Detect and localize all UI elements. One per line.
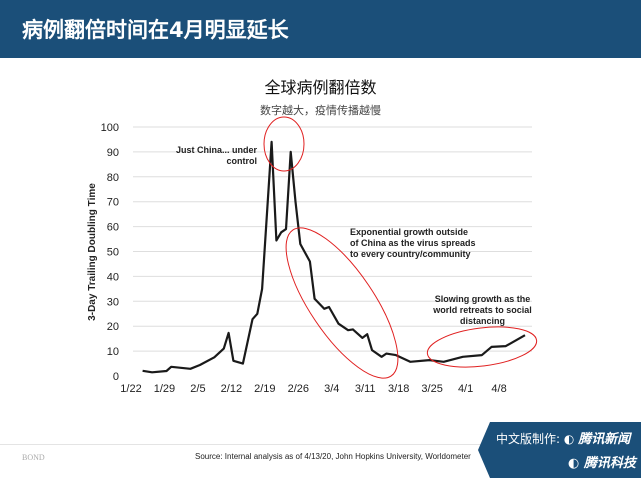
y-tick-label: 20 — [107, 321, 119, 333]
y-axis-label: 3-Day Trailing Doubling Time — [87, 183, 98, 321]
source-note: Source: Internal analysis as of 4/13/20,… — [195, 452, 471, 461]
brand-line: ◐ 腾讯科技 — [568, 452, 636, 471]
annotation-slowing: Slowing growth as the world retreats to … — [425, 294, 540, 327]
x-tick-label: 2/26 — [288, 383, 309, 395]
y-tick-label: 50 — [107, 247, 119, 259]
chart-subtitle: 数字越大，疫情传播越慢 — [260, 104, 381, 117]
annotation-line: control — [226, 156, 258, 166]
annotation-ellipse — [263, 116, 305, 172]
y-tick-label: 90 — [107, 147, 119, 159]
y-tick-label: 80 — [107, 172, 119, 184]
x-tick-label: 3/11 — [355, 383, 376, 395]
page-title: 病例翻倍时间在4月明显延长 — [22, 18, 289, 42]
y-tick-label: 100 — [101, 122, 119, 134]
annotation-china: Just China... under control — [150, 145, 257, 167]
x-tick-label: 3/4 — [324, 383, 339, 395]
bond-logo: BOND — [22, 453, 45, 462]
x-tick-label: 3/18 — [388, 383, 409, 395]
annotation-line: Just China... under — [175, 145, 257, 155]
credit-badge — [478, 422, 641, 478]
annotation-line: world retreats to social — [433, 305, 532, 315]
annotation-ellipse — [285, 227, 399, 379]
y-tick-label: 40 — [107, 271, 119, 283]
chart-title: 全球病例翻倍数 — [264, 78, 377, 97]
annotation-exponential: Exponential growth outside of China as t… — [350, 227, 476, 260]
brand-logo-icon: ◐ — [568, 456, 580, 471]
x-tick-label: 4/1 — [458, 383, 473, 395]
annotation-line: of China as the virus spreads — [350, 238, 476, 248]
brand-tencent-tech: 腾讯科技 — [583, 456, 636, 471]
x-tick-label: 2/12 — [221, 383, 242, 395]
x-tick-label: 4/8 — [491, 383, 506, 395]
data-line — [142, 140, 526, 374]
y-tick-label: 10 — [107, 346, 119, 358]
annotation-line: Slowing growth as the — [434, 294, 531, 304]
annotation-line: to every country/community — [350, 249, 471, 259]
footer-divider — [0, 444, 560, 445]
x-tick-label: 1/29 — [154, 383, 175, 395]
x-tick-label: 2/5 — [190, 383, 205, 395]
x-tick-label: 1/22 — [120, 383, 141, 395]
x-tick-label: 2/19 — [254, 383, 275, 395]
header-bar: 病例翻倍时间在4月明显延长 — [0, 0, 641, 58]
x-tick-label: 3/25 — [421, 383, 442, 395]
y-tick-label: 70 — [107, 197, 119, 209]
y-tick-label: 30 — [107, 296, 119, 308]
y-tick-label: 60 — [107, 222, 119, 234]
annotation-line: distancing — [459, 316, 505, 326]
credit-label: 中文版制作: — [496, 432, 561, 446]
y-tick-label: 0 — [113, 371, 119, 383]
credit-line: 中文版制作: ◐ 腾讯新闻 — [496, 428, 630, 447]
brand-tencent-news: 腾讯新闻 — [578, 432, 631, 447]
brand-logo-icon: ◐ — [563, 432, 575, 446]
annotation-line: Exponential growth outside — [350, 227, 469, 237]
annotation-ellipse — [426, 326, 538, 368]
